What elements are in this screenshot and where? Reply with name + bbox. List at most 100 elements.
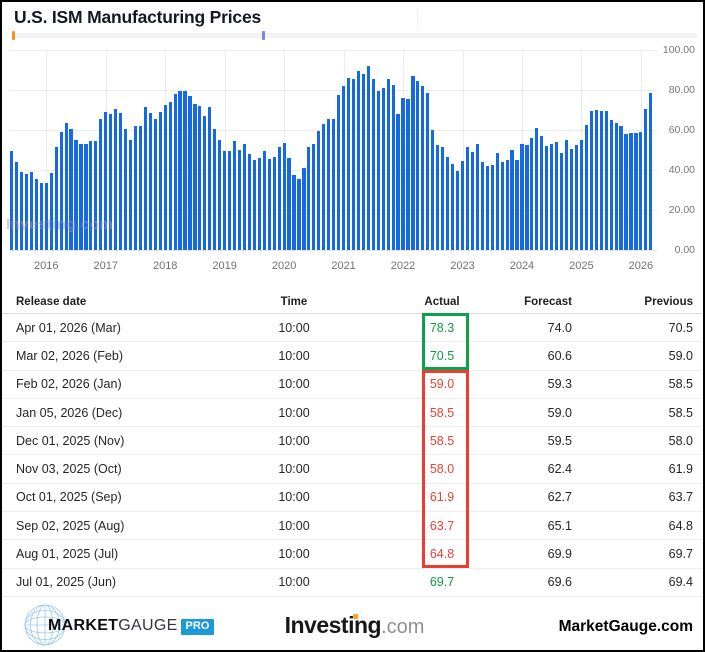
chart-bar: [475, 143, 479, 250]
chart-bar: [237, 150, 242, 250]
release-date-cell: Nov 03, 2025 (Oct): [16, 462, 122, 477]
chart-bar: [401, 97, 405, 250]
table-body: Apr 01, 2026 (Mar) 10:00 78.3 74.0 70.5 Mar 0…: [2, 314, 703, 597]
chart-bar: [530, 138, 534, 250]
chart-bar: [545, 145, 549, 250]
range-marker-start[interactable]: [12, 31, 15, 40]
chart-bar: [24, 174, 29, 250]
x-axis-label: 2024: [509, 260, 535, 272]
table-row: Aug 01, 2025 (Jul) 10:00 64.8 69.9 69.7: [2, 540, 703, 569]
chart-bar: [555, 142, 559, 250]
chart-bar: [426, 93, 430, 250]
chart-bar: [411, 75, 415, 250]
release-date-cell: Jul 01, 2025 (Jun): [16, 575, 117, 590]
chart-bar: [14, 162, 19, 250]
chart-bar: [69, 129, 73, 250]
table-row: Sep 02, 2025 (Aug) 10:00 63.7 65.1 64.8: [2, 512, 703, 541]
chart-bar: [436, 145, 440, 250]
forecast-cell: 69.9: [547, 547, 572, 562]
chart-bar: [292, 175, 296, 250]
chart-bar: [39, 183, 43, 250]
previous-cell: 58.5: [668, 405, 693, 420]
chart-bar: [19, 172, 24, 250]
forecast-cell: 69.6: [547, 575, 572, 590]
forecast-cell: 59.0: [547, 405, 572, 420]
chart-bar: [307, 147, 311, 250]
chart-bar: [297, 179, 301, 250]
chart-bar: [74, 140, 78, 250]
chart-bar: [317, 131, 321, 250]
chart-bar: [589, 111, 593, 250]
y-gridline: [10, 50, 657, 51]
chart-bar: [327, 119, 331, 250]
chart-bar: [619, 126, 623, 250]
investing-wordmark: Investing: [284, 612, 382, 638]
x-gridline: [462, 50, 464, 250]
chart-bar: [579, 140, 583, 250]
chart-bar: [485, 166, 489, 250]
chart-bar: [441, 146, 445, 250]
chart-bar: [624, 134, 628, 250]
chart-bar: [639, 132, 643, 250]
previous-cell: 69.7: [668, 547, 693, 562]
table-header-row: Release date Time Actual Forecast Previous: [2, 290, 703, 314]
chart-bar: [406, 98, 410, 250]
chart-bar: [49, 173, 53, 250]
chart-bar: [614, 122, 618, 250]
chart-bar: [346, 78, 351, 250]
chart-bar: [594, 110, 598, 250]
table-row: Mar 02, 2026 (Feb) 10:00 70.5 60.6 59.0: [2, 342, 703, 371]
marketgauge-word-gauge: GAUGE: [118, 617, 178, 634]
forecast-cell: 60.6: [547, 348, 572, 363]
chart-bar: [644, 109, 648, 250]
table-row: Jul 01, 2025 (Jun) 10:00 69.7 69.6 69.4: [2, 569, 703, 597]
chart-bar: [79, 144, 83, 250]
actual-cell: 63.7: [429, 518, 455, 533]
release-date-cell: Apr 01, 2026 (Mar): [16, 320, 121, 335]
y-axis-label: 20.00: [668, 204, 695, 216]
forecast-cell: 59.5: [547, 433, 572, 448]
column-header: Previous: [644, 295, 693, 308]
x-axis-label: 2018: [152, 260, 178, 272]
chart-bar: [356, 70, 361, 250]
forecast-cell: 62.7: [547, 490, 572, 505]
x-gridline: [224, 50, 226, 250]
chart-bar: [584, 125, 588, 250]
chart-bar: [252, 159, 256, 250]
x-axis-label: 2023: [450, 260, 475, 272]
x-axis-label: 2019: [212, 260, 237, 272]
actual-cell: 58.5: [429, 433, 455, 448]
table-row: Apr 01, 2026 (Mar) 10:00 78.3 74.0 70.5: [2, 314, 703, 343]
chart-bar: [208, 106, 212, 250]
chart-bar: [232, 141, 237, 250]
chart-bar: [312, 143, 316, 250]
chart-bar: [649, 93, 653, 250]
header-divider: [417, 9, 418, 28]
x-axis-label: 2016: [34, 260, 59, 272]
chart-range-scrollbar[interactable]: [12, 31, 697, 40]
actual-cell: 58.5: [429, 405, 455, 420]
marketgauge-com-link[interactable]: MarketGauge.com: [558, 618, 693, 635]
investing-com-logo[interactable]: Investing .com: [285, 612, 425, 639]
chart-bar: [133, 126, 138, 250]
chart-bar: [337, 94, 341, 250]
y-axis-label: 40.00: [668, 164, 695, 176]
release-date-cell: Feb 02, 2026 (Jan): [16, 377, 122, 392]
time-cell: 10:00: [278, 348, 310, 363]
chart-bar: [341, 85, 346, 250]
chart-bar: [282, 143, 286, 250]
previous-cell: 63.7: [668, 490, 693, 505]
chart-bar: [520, 144, 524, 250]
range-marker-current[interactable]: [262, 31, 265, 40]
chart-bar: [604, 110, 608, 250]
chart-bar: [351, 78, 356, 250]
chart-bar: [421, 85, 425, 250]
time-cell: 10:00: [278, 490, 310, 505]
chart-plot: [10, 50, 657, 251]
chart-bar: [109, 114, 113, 250]
forecast-cell: 74.0: [547, 320, 572, 335]
y-axis-label: 80.00: [668, 84, 695, 96]
time-cell: 10:00: [278, 405, 310, 420]
chart-bar: [540, 136, 544, 250]
chart-bar: [376, 91, 380, 250]
